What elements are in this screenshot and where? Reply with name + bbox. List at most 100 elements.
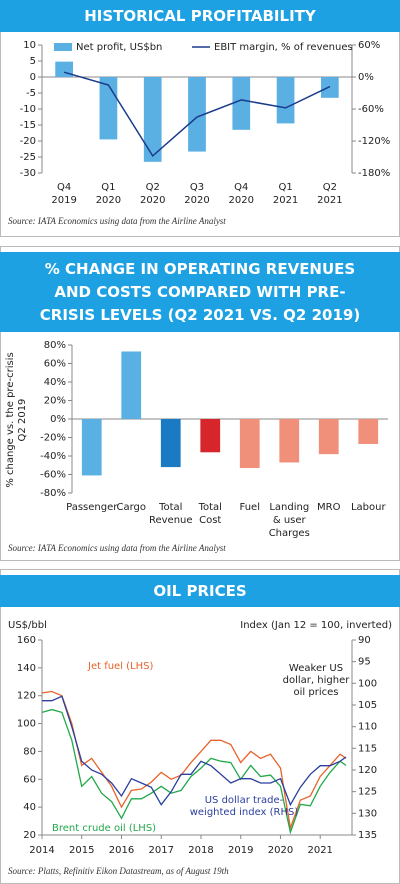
y-tick-label: 120 (17, 691, 36, 702)
x-tick-label: Q4 2020 (229, 182, 254, 206)
x-tick-label: 2014 (29, 845, 54, 856)
line (41, 708, 347, 835)
bar (121, 351, 142, 419)
x-tick-label: Total Revenue (149, 502, 193, 526)
bar (318, 419, 339, 455)
legend-label: Net profit, US$bn (76, 42, 162, 53)
source-note: Source: IATA Economics using data from t… (8, 543, 226, 553)
y2-tick-label: 60% (358, 40, 380, 51)
x-tick-label: 2016 (109, 845, 134, 856)
bar (143, 77, 162, 162)
y-axis-title: US$/bbl (8, 620, 47, 631)
y2-tick-label: 130 (358, 808, 377, 819)
panel (0, 569, 400, 884)
y-tick-label: 0% (50, 414, 66, 425)
x-tick-label: 2015 (69, 845, 94, 856)
x-tick-label: Fuel (240, 502, 260, 513)
bar (276, 77, 295, 124)
y-tick-label: 5 (30, 56, 36, 67)
bar (232, 77, 251, 130)
y-tick-label: 40 (23, 802, 36, 813)
y-tick-label: 0 (30, 72, 36, 83)
series-label: Jet fuel (LHS) (87, 661, 154, 672)
x-tick-label: 2018 (188, 845, 213, 856)
y-tick-label: 20% (44, 396, 66, 407)
x-tick-label: 2020 (268, 845, 293, 856)
y2-tick-label: 105 (358, 700, 377, 711)
x-tick-label: Q4 2019 (51, 182, 76, 206)
bar (81, 419, 102, 476)
series-label: Brent crude oil (LHS) (52, 823, 156, 834)
y-tick-label: -60% (40, 470, 66, 481)
y-tick-label: -30 (20, 168, 36, 179)
y-tick-label: -20 (20, 136, 36, 147)
y2-tick-label: 135 (358, 830, 377, 841)
y-axis-title: % change vs. the pre-crisisQ2 2019 (5, 352, 28, 487)
x-tick-label: Q1 2021 (273, 182, 298, 206)
y2-tick-label: 95 (358, 657, 371, 668)
y2-tick-label: 120 (358, 765, 377, 776)
y-tick-label: 20 (23, 830, 36, 841)
x-tick-label: Q2 2021 (317, 182, 342, 206)
bar (200, 419, 221, 453)
header-title: OIL PRICES (153, 582, 246, 600)
header-bar (0, 252, 400, 332)
x-tick-label: 2017 (149, 845, 174, 856)
x-tick-label: 2019 (228, 845, 253, 856)
y-tick-label: 80% (44, 340, 66, 351)
x-tick-label: Cargo (116, 502, 146, 513)
y-tick-label: 40% (44, 377, 66, 388)
y-tick-label: -40% (40, 451, 66, 462)
bar (239, 419, 260, 469)
y-tick-label: -80% (40, 488, 66, 499)
x-tick-label: Labour (351, 502, 387, 513)
y-tick-label: 10 (23, 40, 36, 51)
y-tick-label: -20% (40, 433, 66, 444)
series-label: US dollar trade-weighted index (RHS) (190, 795, 299, 818)
x-tick-label: Total Cost (198, 502, 222, 526)
header-title: % CHANGE IN OPERATING REVENUES AND COSTS … (40, 260, 360, 324)
line (41, 690, 347, 831)
line (63, 71, 331, 158)
x-tick-label: Landing & user Charges (269, 502, 310, 539)
x-tick-label: 2021 (307, 845, 332, 856)
source-note: Source: Platts, Refinitiv Eikon Datastre… (8, 866, 229, 876)
y2-tick-label: 115 (358, 743, 377, 754)
y2-tick-label: 100 (358, 678, 377, 689)
x-tick-label: Q2 2020 (140, 182, 165, 206)
header-bar (0, 0, 400, 32)
x-tick-label: MRO (317, 502, 341, 513)
x-tick-label: Passenger (66, 502, 118, 513)
x-tick-label: Q3 2020 (184, 182, 209, 206)
source-note: Source: IATA Economics using data from t… (8, 216, 226, 226)
header-title: HISTORICAL PROFITABILITY (84, 7, 317, 25)
header-bar (0, 575, 400, 607)
y-tick-label: 60% (44, 359, 66, 370)
y2-tick-label: 125 (358, 787, 377, 798)
y2-tick-label: -120% (358, 136, 390, 147)
y2-tick-label: -60% (358, 104, 384, 115)
legend-swatch (54, 43, 72, 51)
y2-tick-label: 90 (358, 635, 371, 646)
y-tick-label: -10 (20, 104, 36, 115)
legend-label: EBIT margin, % of revenues (214, 42, 353, 53)
y2-tick-label: 0% (358, 72, 374, 83)
y2-tick-label: 110 (358, 722, 377, 733)
y-tick-label: -25 (20, 152, 36, 163)
bar (188, 77, 206, 152)
y-tick-label: -5 (26, 88, 36, 99)
bar (279, 419, 300, 463)
y2-axis-title: Index (Jan 12 = 100, inverted) (240, 620, 392, 631)
y-tick-label: 100 (17, 719, 36, 730)
line (42, 695, 347, 807)
y-tick-label: 140 (17, 663, 36, 674)
bar (358, 419, 379, 444)
y-tick-label: 60 (23, 774, 36, 785)
y-tick-label: 160 (17, 635, 36, 646)
y-tick-label: 80 (23, 746, 36, 757)
annotation: Weaker US dollar, higher oil prices (283, 663, 351, 698)
y-tick-label: -15 (20, 120, 36, 131)
y2-tick-label: -180% (358, 168, 390, 179)
x-tick-label: Q1 2020 (96, 182, 121, 206)
